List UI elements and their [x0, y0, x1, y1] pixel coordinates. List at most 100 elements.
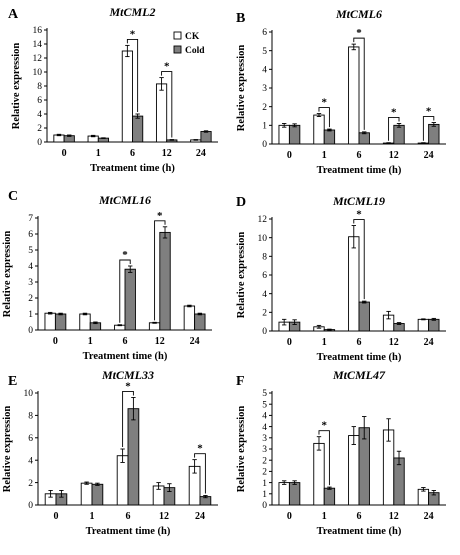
x-category-label: 6 — [357, 150, 362, 161]
chart-title: MtCML2 — [108, 5, 155, 19]
bar-ck-6 — [348, 236, 360, 332]
panel-letter: B — [236, 11, 245, 26]
y-tick-label: 4 — [262, 290, 267, 300]
bar-cold-6 — [127, 408, 140, 506]
y-tick-label: 4 — [28, 262, 33, 272]
chart-title: MtCML6 — [335, 7, 382, 21]
y-axis-title: Relative expression — [11, 43, 22, 130]
y-tick-label: 16 — [33, 26, 43, 36]
significance-bracket — [388, 117, 400, 141]
significance-bracket — [119, 259, 131, 323]
x-category-label: 0 — [62, 148, 67, 159]
panel-letter: E — [8, 374, 17, 389]
significance-bracket — [194, 453, 206, 494]
y-tick-label: 6 — [28, 230, 33, 240]
panel-letter: A — [8, 7, 19, 22]
y-tick-label: 12 — [258, 215, 268, 225]
x-category-label: 1 — [88, 336, 93, 347]
panel-letter: C — [8, 189, 18, 204]
y-tick-label: 2 — [37, 124, 42, 134]
x-category-label: 12 — [159, 511, 169, 522]
legend-swatch-cold — [173, 45, 182, 54]
bar-ck-0 — [278, 482, 290, 506]
bar-ck-1 — [79, 313, 91, 331]
significance-bracket — [161, 71, 173, 138]
x-category-label: 6 — [357, 511, 362, 522]
y-tick-label: 4 — [262, 423, 267, 433]
bar-ck-12 — [155, 83, 168, 143]
x-category-label: 1 — [322, 337, 327, 348]
y-tick-label: 6 — [262, 28, 267, 38]
bar-ck-0 — [44, 312, 56, 331]
y-tick-label: 0 — [28, 326, 33, 336]
x-axis-title: Treatment time (h) — [317, 526, 402, 537]
y-axis-title: Relative expression — [2, 231, 13, 318]
bar-ck-1 — [80, 482, 93, 506]
y-tick-label: 1 — [262, 490, 267, 500]
x-axis-title: Treatment time (h) — [317, 165, 402, 176]
significance-bracket — [422, 116, 435, 141]
y-tick-label: 3 — [262, 445, 267, 455]
bar-cold-24 — [200, 131, 212, 143]
x-category-label: 24 — [424, 150, 434, 161]
bar-cold-1 — [323, 487, 336, 506]
x-category-label: 12 — [389, 511, 399, 522]
x-category-label: 0 — [53, 336, 58, 347]
x-category-label: 0 — [287, 337, 292, 348]
y-tick-label: 7 — [28, 214, 33, 224]
y-tick-label: 0 — [262, 140, 267, 150]
y-tick-label: 8 — [37, 82, 42, 92]
significance-star: * — [321, 97, 327, 109]
bar-cold-12 — [393, 124, 405, 145]
y-tick-label: 4 — [262, 66, 267, 76]
legend-label-cold: Cold — [185, 46, 205, 56]
y-axis-title: Relative expression — [236, 45, 247, 132]
bar-ck-24 — [417, 318, 430, 332]
bar-ck-24 — [417, 488, 430, 506]
significance-star: * — [157, 210, 163, 222]
chart-title: MtCML19 — [332, 194, 385, 208]
y-tick-label: 10 — [24, 389, 34, 399]
chart-title: MtCML16 — [98, 193, 151, 207]
significance-star: * — [122, 249, 128, 261]
significance-star: * — [356, 27, 362, 39]
bar-ck-1 — [313, 442, 325, 506]
significance-bracket — [353, 37, 365, 130]
bar-ck-6 — [348, 46, 360, 145]
x-category-label: 1 — [90, 511, 95, 522]
y-tick-label: 4 — [28, 456, 33, 466]
significance-star: * — [130, 28, 136, 40]
y-tick-label: 2 — [262, 468, 267, 478]
x-axis-title: Treatment time (h) — [317, 352, 402, 363]
bar-ck-1 — [313, 114, 325, 145]
x-axis-title: Treatment time (h) — [86, 526, 171, 537]
y-tick-label: 2 — [262, 456, 267, 466]
x-category-label: 24 — [424, 511, 434, 522]
y-tick-label: 5 — [262, 47, 267, 57]
y-tick-label: 0 — [262, 327, 267, 337]
panel-letter: F — [236, 374, 245, 389]
y-tick-label: 5 — [28, 246, 33, 256]
bar-cold-6 — [358, 132, 370, 145]
y-tick-label: 0 — [28, 501, 33, 511]
chart-title: MtCML33 — [101, 368, 154, 382]
chart-title: MtCML47 — [332, 368, 386, 382]
y-tick-label: 5 — [262, 389, 267, 399]
y-tick-label: 1 — [262, 122, 267, 132]
x-category-label: 24 — [195, 511, 205, 522]
y-tick-label: 8 — [28, 412, 33, 422]
y-tick-label: 14 — [33, 40, 43, 50]
x-category-label: 6 — [130, 148, 135, 159]
y-tick-label: 5 — [262, 400, 267, 410]
significance-star: * — [125, 380, 131, 392]
bar-cold-1 — [323, 129, 336, 145]
y-axis-title: Relative expression — [236, 232, 247, 319]
y-tick-label: 0 — [37, 138, 42, 148]
significance-star: * — [321, 420, 327, 432]
x-category-label: 0 — [287, 150, 292, 161]
bar-cold-0 — [54, 313, 67, 331]
